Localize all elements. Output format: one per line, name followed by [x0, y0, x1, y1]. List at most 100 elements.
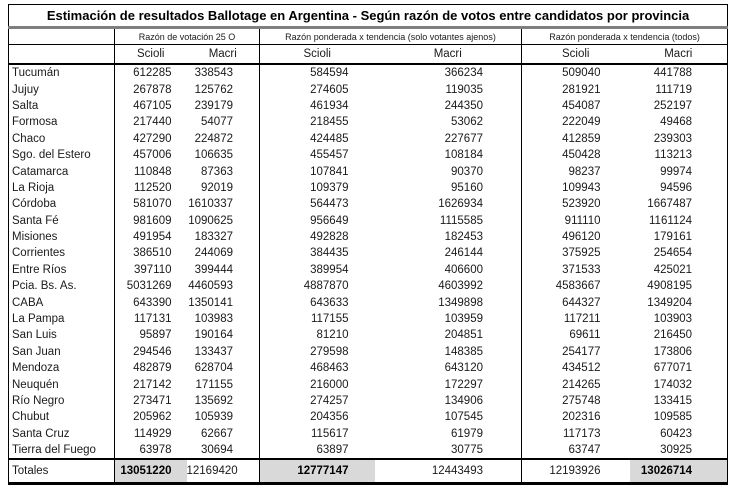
value-cell: 467105 — [133, 99, 172, 112]
province-cell: Mendoza — [8, 360, 115, 377]
ballotage-results-table: Estimación de resultados Ballotage en Ar… — [8, 4, 729, 486]
value-cell: 117155 — [259, 310, 375, 328]
province-cell: La Rioja — [8, 179, 115, 197]
value-cell: 5031269 — [126, 280, 172, 293]
value-cell: 174032 — [653, 378, 693, 391]
value-cell: 1090625 — [188, 214, 233, 227]
value-cell: 1350141 — [188, 296, 233, 309]
value-cell: 109379 — [259, 179, 375, 197]
value-cell: 279598 — [259, 343, 375, 361]
table-row: Salta 467105 239179 461934 244350 454087 25219… — [8, 97, 728, 115]
value-cell: 182453 — [444, 231, 483, 244]
province-cell: Neuquén — [8, 376, 115, 393]
value-cell: 115617 — [259, 425, 375, 442]
value-cell: 1349898 — [438, 296, 483, 309]
value-cell: 275748 — [521, 392, 630, 410]
value-cell: 496120 — [521, 228, 630, 246]
province-cell: Tucumán — [8, 64, 115, 82]
value-cell: 60423 — [660, 427, 693, 440]
table-row: Santa Cruz 114929 62667 115617 61979 117173 60… — [8, 425, 728, 442]
value-cell: 111719 — [655, 83, 693, 96]
value-cell: 171155 — [195, 378, 233, 391]
value-cell: 110848 — [133, 165, 172, 178]
value-cell: 911110 — [521, 212, 630, 229]
value-cell: 133415 — [653, 395, 693, 407]
value-cell: 53062 — [451, 116, 483, 129]
value-cell: 981609 — [133, 214, 172, 227]
value-cell: 92019 — [201, 181, 233, 194]
value-cell: 424485 — [259, 130, 375, 147]
province-cell: Jujuy — [8, 81, 115, 98]
value-cell: 109585 — [653, 411, 693, 424]
value-cell: 612285 — [133, 67, 172, 80]
totals-label: Totales — [8, 458, 115, 484]
value-cell: 30925 — [660, 444, 693, 457]
subheader-row: Scioli Macri Scioli Macri Scioli Macri — [8, 44, 728, 65]
value-cell: 69611 — [521, 327, 630, 344]
value-cell: 117131 — [133, 313, 172, 326]
value-cell: 956649 — [259, 212, 375, 229]
table-row: Misiones 491954 183327 492828 182453 496120 17… — [8, 228, 728, 246]
value-cell: 1161124 — [649, 214, 693, 227]
value-cell: 113213 — [654, 149, 693, 162]
value-cell: 441788 — [653, 67, 693, 80]
total-cell: 12193926 — [521, 458, 630, 484]
value-cell: 103959 — [444, 313, 483, 326]
value-cell: 434512 — [521, 360, 630, 377]
value-cell: 294546 — [133, 345, 172, 358]
value-cell: 179161 — [653, 231, 693, 244]
value-cell: 63747 — [521, 441, 630, 460]
value-cell: 643390 — [133, 296, 172, 309]
province-cell: Entre Ríos — [8, 261, 115, 279]
value-cell: 239303 — [653, 132, 693, 145]
value-cell: 677071 — [653, 362, 693, 375]
value-cell: 227677 — [444, 132, 483, 145]
table-row: Sgo. del Estero 457006 106635 455457 108184 4… — [8, 146, 728, 164]
value-cell: 81210 — [259, 327, 375, 344]
province-cell: Chaco — [8, 130, 115, 147]
value-cell: 119035 — [445, 83, 483, 96]
value-cell: 63897 — [259, 441, 375, 460]
totals-row: Totales 13051220 12169420 12777147 12443493… — [8, 458, 728, 484]
value-cell: 366234 — [444, 67, 483, 80]
value-cell: 103983 — [194, 313, 233, 326]
table-row: Córdoba 581070 1610337 564473 1626934 523920 1… — [8, 196, 728, 213]
value-cell: 224872 — [194, 132, 233, 145]
value-cell: 509040 — [521, 64, 630, 82]
value-cell: 107841 — [259, 163, 375, 180]
province-cell: Misiones — [8, 228, 115, 246]
corner-cell — [8, 44, 115, 65]
value-cell: 399444 — [194, 263, 233, 276]
table-body: Tucumán 612285 338543 584594 366234 509040 441… — [8, 64, 728, 460]
table-row: La Pampa 117131 103983 117155 103959 117211 10… — [8, 310, 728, 328]
table-row: Formosa 217440 54077 218455 53062 222049 49468 — [8, 114, 728, 131]
value-cell: 371533 — [521, 261, 630, 279]
value-cell: 450428 — [521, 146, 630, 164]
value-cell: 491954 — [133, 231, 172, 244]
value-cell: 133437 — [194, 345, 233, 358]
value-cell: 105939 — [194, 411, 233, 424]
value-cell: 62667 — [201, 427, 233, 440]
subheader-scioli-1: Scioli — [114, 44, 187, 65]
value-cell: 217142 — [133, 378, 172, 391]
value-cell: 267878 — [133, 83, 172, 96]
value-cell: 274257 — [259, 392, 375, 410]
value-cell: 108184 — [444, 149, 483, 162]
table-row: Pcia. Bs. As. 5031269 4460593 4887870 460399… — [8, 278, 728, 295]
value-cell: 1115585 — [439, 214, 483, 227]
value-cell: 218455 — [259, 114, 375, 131]
value-cell: 114929 — [133, 427, 172, 440]
value-cell: 204356 — [259, 409, 375, 426]
group-header-ponderada-todos: Razón ponderada x tendencia (todos) — [520, 27, 728, 45]
value-cell: 99974 — [660, 165, 693, 178]
value-cell: 204851 — [444, 329, 483, 342]
value-cell: 107545 — [444, 411, 483, 424]
province-cell: San Luis — [8, 327, 115, 344]
value-cell: 95897 — [139, 329, 172, 342]
value-cell: 135692 — [194, 395, 233, 407]
value-cell: 205962 — [133, 411, 172, 424]
value-cell: 190164 — [194, 329, 233, 342]
value-cell: 254654 — [653, 247, 693, 260]
value-cell: 61979 — [451, 427, 483, 440]
